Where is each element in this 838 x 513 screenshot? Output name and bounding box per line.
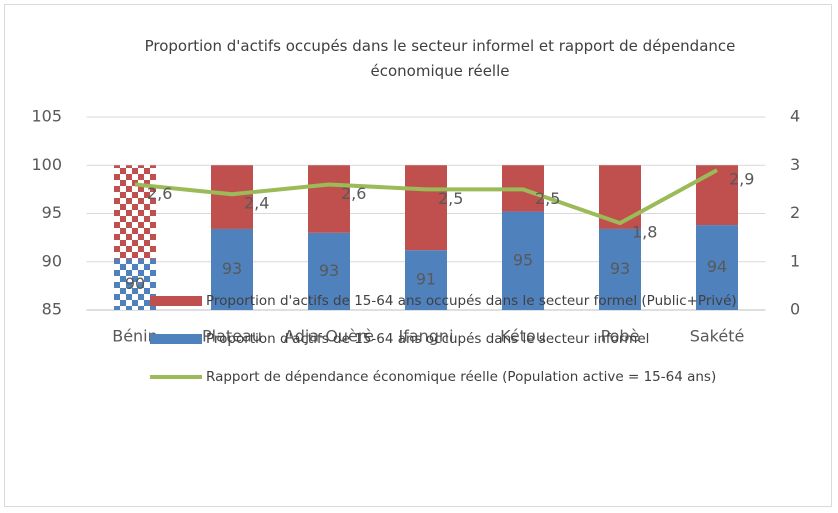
bar	[599, 228, 641, 310]
data-label: 2,4	[244, 194, 269, 213]
x-tick-label: Pobè	[601, 327, 640, 346]
data-label: 93	[319, 261, 339, 280]
x-tick-label: Ifangni	[398, 327, 453, 346]
y2-tick-label: 2	[790, 203, 800, 222]
data-label: 2,5	[535, 189, 560, 208]
bar	[211, 228, 253, 310]
y-tick-label: 100	[31, 155, 62, 174]
bar	[308, 165, 350, 233]
x-tick-label: Sakété	[690, 327, 745, 346]
x-tick-label: Adja-Ouèrè	[284, 327, 374, 346]
bar	[696, 225, 738, 310]
bar	[308, 232, 350, 310]
data-label: 93	[222, 259, 242, 278]
x-tick-label: Bénin	[112, 327, 158, 346]
legend-label: Proportion d'actifs de 15-64 ans occupés…	[206, 293, 737, 309]
bar	[405, 250, 447, 310]
y2-tick-label: 0	[790, 300, 800, 319]
bar	[405, 165, 447, 251]
legend-swatch	[150, 334, 202, 344]
y2-tick-label: 3	[790, 155, 800, 174]
data-label: 2,6	[147, 184, 172, 203]
bar	[211, 165, 253, 229]
y2-tick-label: 4	[790, 107, 800, 126]
y-tick-label: 85	[42, 300, 62, 319]
legend-label: Proportion d'actifs de 15-64 ans occupés…	[206, 331, 649, 347]
x-tick-label: Kétou	[500, 327, 546, 346]
bar	[114, 258, 156, 310]
data-label: 94	[707, 257, 727, 276]
bar	[114, 165, 156, 259]
y2-tick-label: 1	[790, 251, 800, 270]
data-label: 1,8	[632, 223, 657, 242]
y-tick-label: 95	[42, 203, 62, 222]
data-label: 95	[513, 250, 533, 269]
legend-label: Rapport de dépendance économique réelle …	[206, 369, 716, 385]
legend-swatch	[150, 296, 202, 306]
bar	[502, 211, 544, 310]
y-tick-label: 105	[31, 107, 62, 126]
chart-frame	[4, 4, 832, 507]
y-tick-label: 90	[42, 251, 62, 270]
bar	[696, 165, 738, 226]
data-label: 2,6	[341, 184, 366, 203]
data-label: 91	[416, 270, 436, 289]
chart-title: Proportion d'actifs occupés dans le sect…	[144, 37, 736, 80]
data-label: 2,9	[729, 170, 754, 189]
data-label: 2,5	[438, 189, 463, 208]
x-tick-label: Plateau	[202, 327, 262, 346]
data-label: 90	[125, 274, 145, 293]
data-label: 93	[610, 259, 630, 278]
line	[134, 168, 718, 226]
